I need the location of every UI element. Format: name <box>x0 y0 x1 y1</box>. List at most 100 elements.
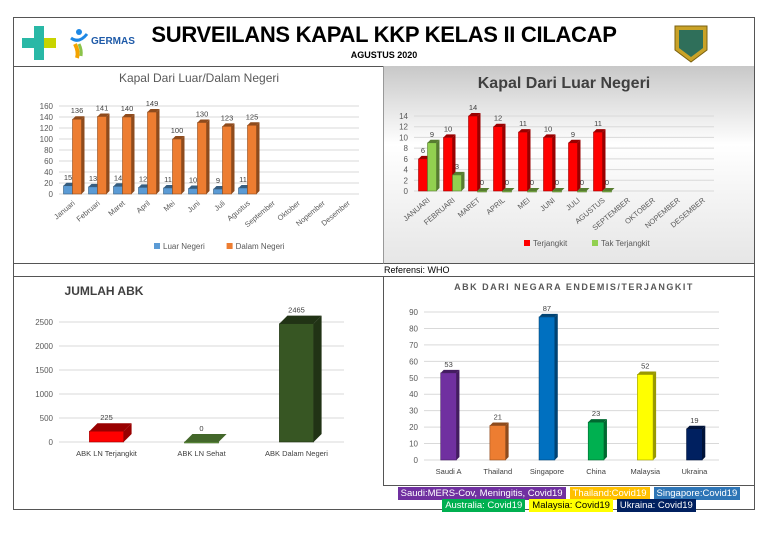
kkp-emblem <box>674 25 708 63</box>
bar-top <box>493 123 506 127</box>
bar-side <box>456 369 460 460</box>
bar <box>418 158 428 192</box>
endemic-legend-item: Malaysia: Covid19 <box>529 499 613 512</box>
bar-side <box>231 123 235 194</box>
bar <box>238 187 248 195</box>
bar-side <box>106 113 110 194</box>
bar-side <box>206 119 210 194</box>
bar <box>138 187 148 195</box>
bar-side <box>81 116 85 194</box>
y-tick-label: 20 <box>44 179 53 188</box>
chart-panel-abk-endemis: ABK DARI NEGARA ENDEMIS/TERJANGKIT 0 10 20 3… <box>384 276 754 486</box>
bar-side <box>436 139 440 191</box>
x-tick-label: MARET <box>456 195 482 219</box>
data-label: 0 <box>505 178 509 187</box>
page-title: SURVEILANS KAPAL KKP KELAS II CILACAP <box>151 22 617 47</box>
data-label: 10 <box>189 176 197 185</box>
data-label: 11 <box>164 175 172 184</box>
bar <box>172 138 182 195</box>
x-tick-label: ABK LN Terjangkit <box>76 449 138 458</box>
endemic-legend-item: Saudi:MERS-Cov, Meningitis, Covid19 <box>397 487 566 500</box>
chart-title: ABK DARI NEGARA ENDEMIS/TERJANGKIT <box>454 282 694 292</box>
x-tick-label: Thailand <box>483 467 512 476</box>
bar-top <box>443 134 456 138</box>
y-tick-label: 0 <box>404 187 409 196</box>
legend-label: Luar Negeri <box>163 242 205 251</box>
y-tick-label: 2000 <box>35 342 53 351</box>
bar-top <box>477 188 490 191</box>
data-label: 53 <box>444 360 452 369</box>
x-tick-label: ABK Dalam Negeri <box>265 449 328 458</box>
endemic-legend-row-1: Saudi:MERS-Cov, Meningitis, Covid19 Thail… <box>384 487 754 500</box>
data-label: 15 <box>64 173 72 182</box>
bar-top <box>427 139 440 143</box>
bar-side <box>123 423 132 442</box>
x-tick-label: Juli <box>212 198 227 212</box>
legend-swatch <box>154 243 160 249</box>
bar-side <box>313 315 322 442</box>
y-tick-label: 1500 <box>35 366 53 375</box>
y-tick-label: 70 <box>409 341 418 350</box>
x-tick-label: Maret <box>106 198 127 218</box>
bar <box>568 142 578 192</box>
y-tick-label: 2 <box>404 176 409 185</box>
bar <box>97 116 107 195</box>
data-label: 19 <box>690 416 698 425</box>
data-label: 10 <box>444 124 452 133</box>
x-tick-label: Juni <box>185 198 202 214</box>
bar-side <box>577 139 581 191</box>
data-label: 6 <box>421 146 425 155</box>
data-label: 140 <box>121 104 134 113</box>
bar <box>197 122 207 195</box>
x-tick-label: APRIL <box>484 196 506 217</box>
y-tick-label: 6 <box>404 155 409 164</box>
endemic-legend-item: Australia: Covid19 <box>442 499 526 512</box>
data-label: 11 <box>239 175 247 184</box>
bar-side <box>502 123 506 191</box>
bar <box>477 190 487 193</box>
x-tick-label: ABK LN Sehat <box>177 449 226 458</box>
bar <box>602 190 612 193</box>
bar-top <box>593 129 606 133</box>
x-tick-label: JUNI <box>538 196 557 214</box>
kemenkes-logo <box>22 26 56 60</box>
bar <box>538 316 556 461</box>
data-label: 12 <box>139 174 147 183</box>
y-tick-label: 8 <box>404 144 409 153</box>
y-tick-label: 40 <box>44 168 53 177</box>
data-label: 10 <box>544 124 552 133</box>
y-tick-label: 12 <box>399 123 408 132</box>
bar <box>88 186 98 195</box>
y-tick-label: 500 <box>40 414 54 423</box>
bar <box>443 137 453 192</box>
germas-logo: GERMAS <box>70 29 135 59</box>
endemic-legend-row-2: Australia: Covid19 Malaysia: Covid19 Ukrai… <box>384 499 754 512</box>
x-tick-label: Januari <box>52 198 77 221</box>
y-tick-label: 10 <box>409 440 418 449</box>
y-tick-label: 40 <box>409 390 418 399</box>
data-label: 130 <box>196 110 209 119</box>
bar <box>440 372 457 461</box>
bar-top <box>452 171 465 175</box>
bar <box>63 185 73 195</box>
bar-top <box>502 188 515 191</box>
legend-label: Terjangkit <box>533 239 568 248</box>
data-label: 87 <box>543 304 551 313</box>
data-label: 100 <box>171 126 184 135</box>
y-tick-label: 2500 <box>35 318 53 327</box>
bar <box>122 116 132 195</box>
bar-top <box>440 369 460 373</box>
bar-side <box>156 109 160 194</box>
data-label: 0 <box>530 178 534 187</box>
bar-side <box>602 129 606 191</box>
bar <box>113 186 123 195</box>
y-tick-label: 0 <box>49 438 54 447</box>
legend-swatch <box>592 240 598 246</box>
data-label: 225 <box>100 413 113 422</box>
data-label: 149 <box>146 99 159 108</box>
endemic-legend-item: Singapore:Covid19 <box>653 487 741 500</box>
bar <box>89 430 124 443</box>
bar-top <box>247 122 260 126</box>
data-label: 9 <box>216 176 220 185</box>
bar <box>163 187 173 195</box>
